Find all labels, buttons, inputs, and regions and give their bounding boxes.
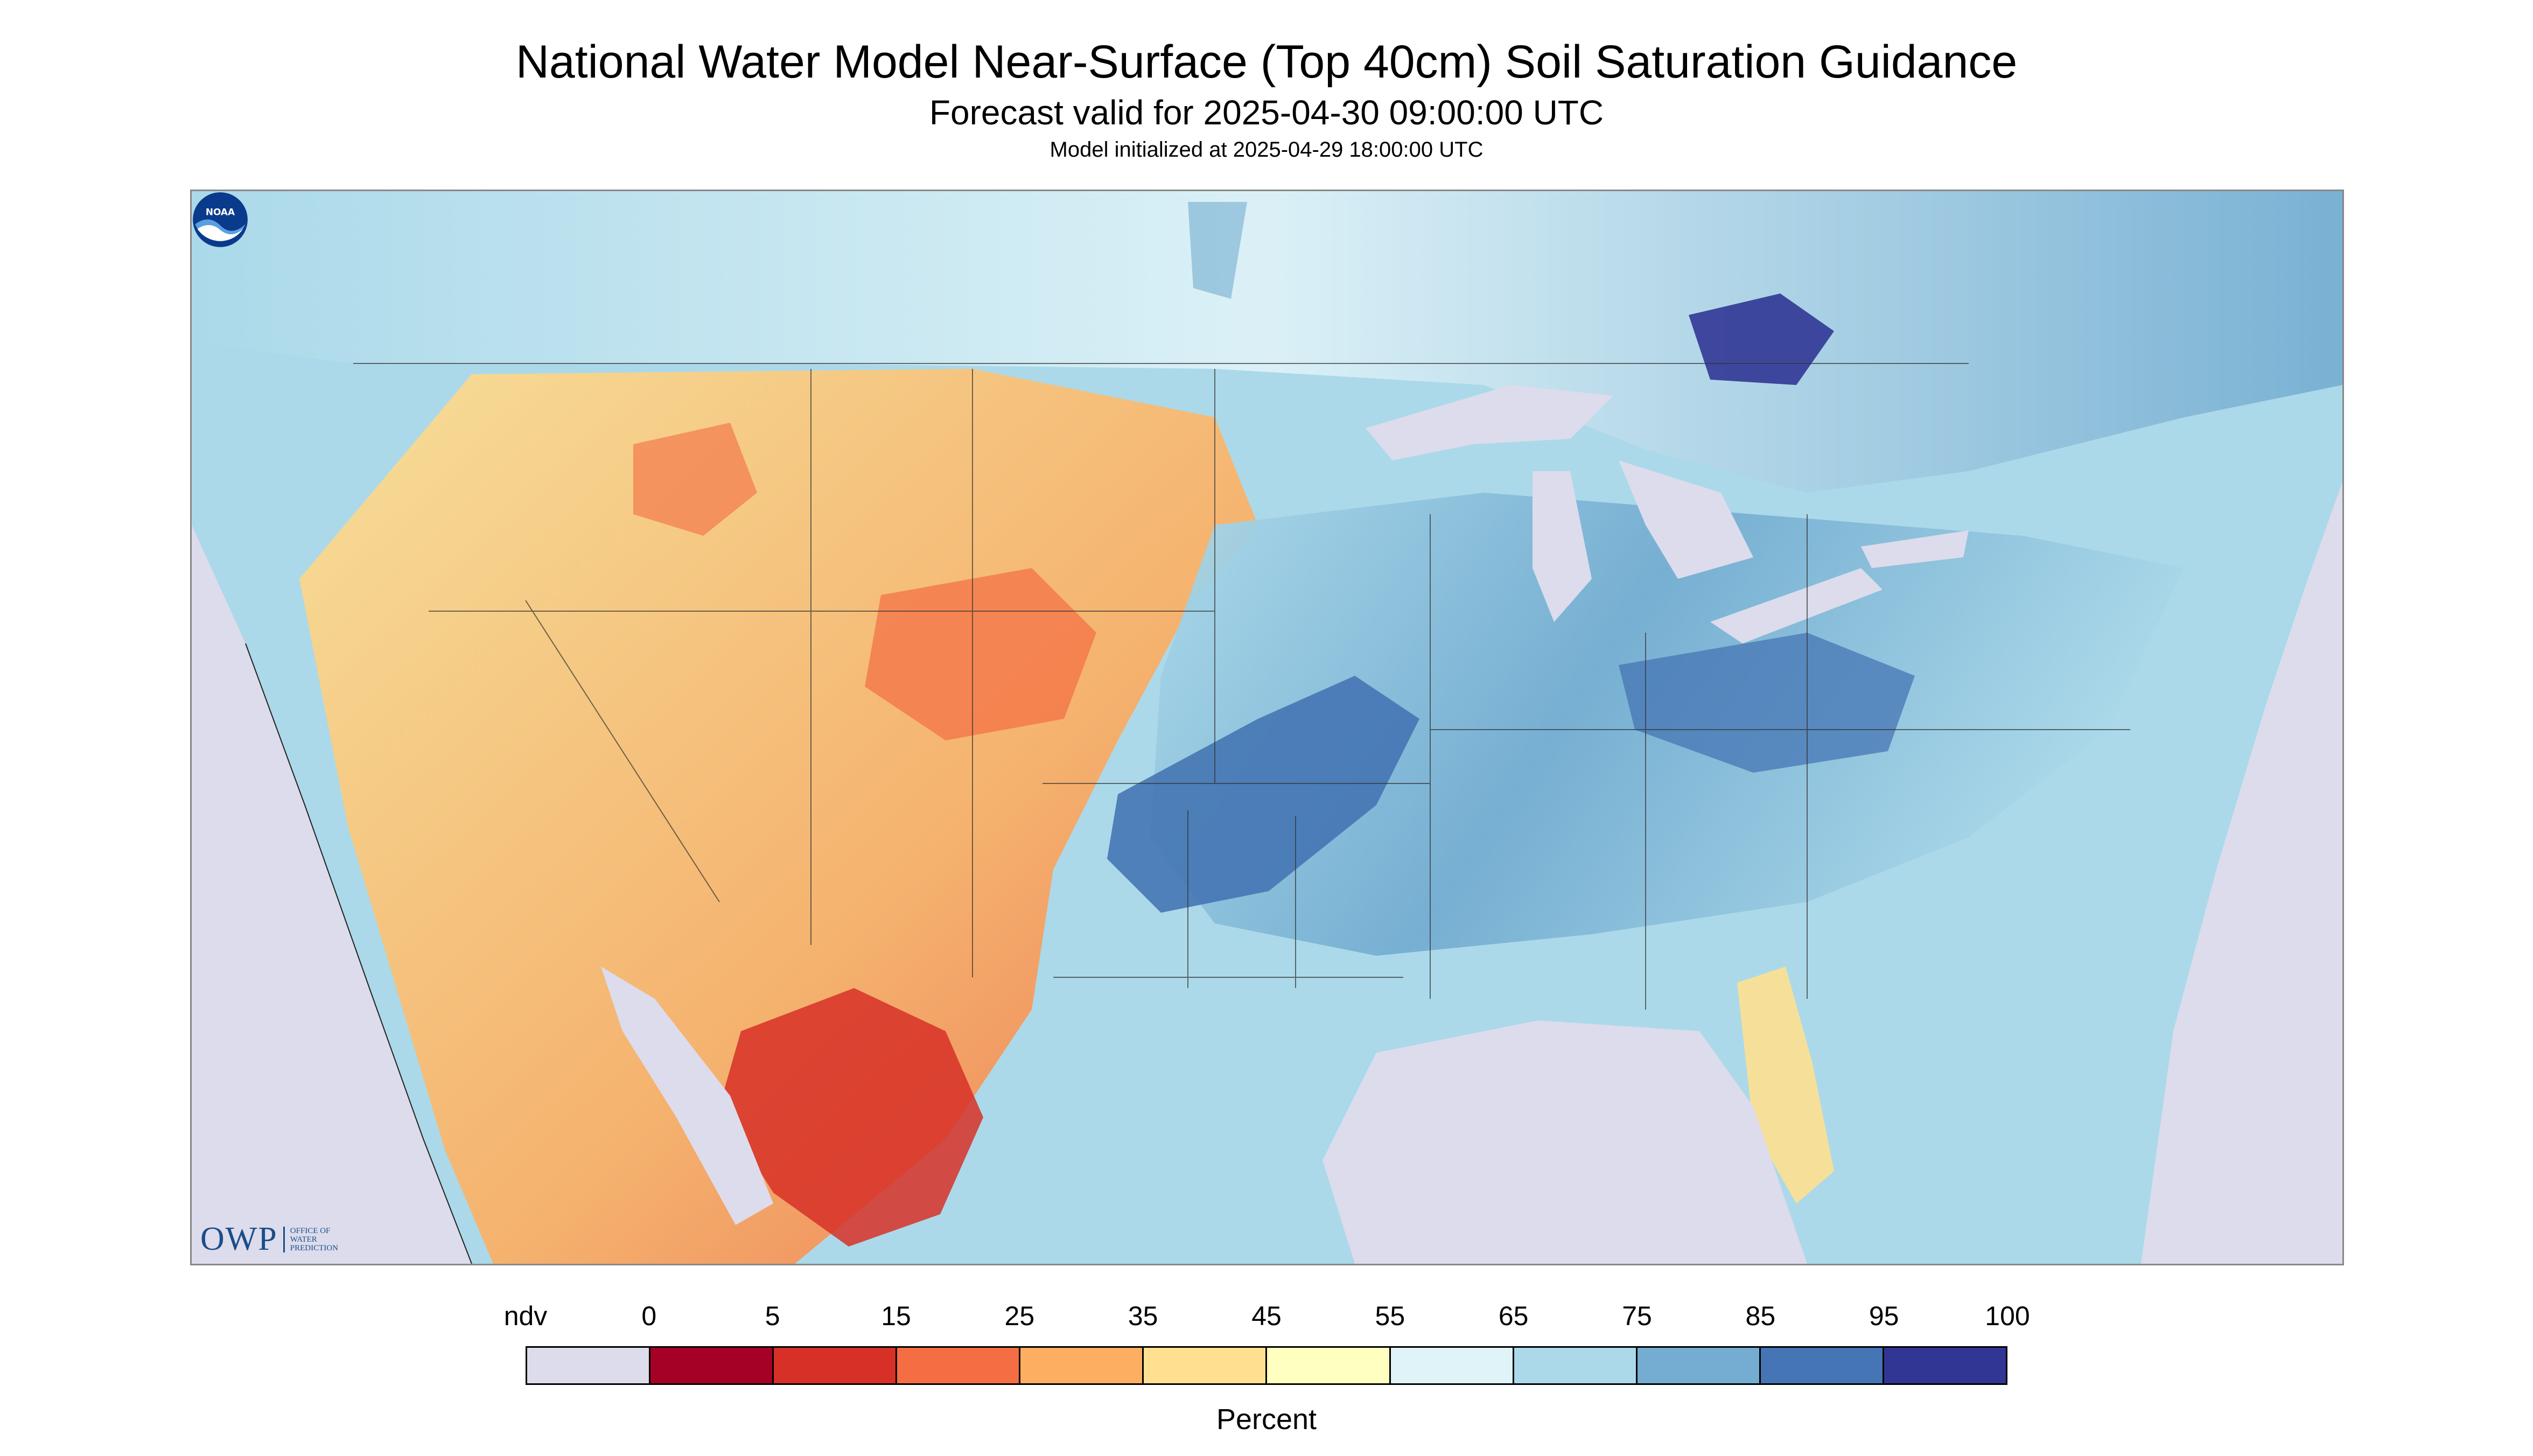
legend-tick-label: ndv — [503, 1301, 548, 1331]
lake-erie — [1710, 568, 1883, 643]
legend-tick-label: 35 — [1128, 1301, 1158, 1331]
lake-winnipeg — [1188, 202, 1247, 299]
legend-swatch — [1020, 1348, 1144, 1383]
very-dry-core — [719, 988, 983, 1247]
legend-tick-label: 85 — [1745, 1301, 1776, 1331]
very-wet-ok-tx — [1107, 676, 1419, 913]
map-title: National Water Model Near-Surface (Top 4… — [515, 36, 2018, 88]
legend-swatch — [1884, 1348, 2006, 1383]
legend-tick-label: 65 — [1498, 1301, 1529, 1331]
gulf-of-california — [601, 967, 773, 1225]
legend-unit-label: Percent — [1216, 1403, 1317, 1436]
legend-tick-label: 100 — [1985, 1301, 2030, 1331]
state-borders — [353, 363, 2130, 1010]
legend-swatch — [1514, 1348, 1638, 1383]
legend-swatch — [1144, 1348, 1268, 1383]
noaa-logo-text: NOAA — [206, 207, 235, 218]
canada-region — [192, 191, 2342, 493]
dry-patch-idaho — [633, 423, 757, 536]
legend-tick-label: 55 — [1375, 1301, 1405, 1331]
legend-swatch — [1267, 1348, 1391, 1383]
very-wet-ohio-valley — [1619, 633, 1915, 773]
legend-tick-label: 0 — [641, 1301, 657, 1331]
legend-swatch — [527, 1348, 651, 1383]
coastline — [245, 643, 472, 1264]
legend-swatch — [774, 1348, 898, 1383]
noaa-logo: NOAA — [193, 192, 248, 247]
legend-swatch — [897, 1348, 1021, 1383]
lake-michigan — [1533, 471, 1592, 622]
saturated-ontario — [1689, 293, 1834, 385]
legend-color-bar — [526, 1346, 2007, 1385]
florida-region — [1737, 967, 1834, 1203]
legend-swatch — [1760, 1348, 1884, 1383]
forecast-valid-time: Forecast valid for 2025-04-30 09:00:00 U… — [929, 93, 1604, 132]
legend-tick-label: 5 — [765, 1301, 780, 1331]
legend-tick-label: 45 — [1251, 1301, 1282, 1331]
legend-swatch — [1390, 1348, 1514, 1383]
owp-logo-name: OFFICE OF WATER PREDICTION — [283, 1226, 355, 1252]
legend-swatch — [1637, 1348, 1761, 1383]
model-init-time: Model initialized at 2025-04-29 18:00:00… — [1049, 138, 1484, 162]
legend-tick-label: 15 — [881, 1301, 911, 1331]
legend-swatch — [650, 1348, 774, 1383]
owp-logo: OWP OFFICE OF WATER PREDICTION — [200, 1220, 355, 1258]
lake-huron — [1619, 460, 1753, 579]
soil-saturation-map: OWP OFFICE OF WATER PREDICTION NOAA — [190, 190, 2344, 1265]
gulf-of-mexico — [1323, 1020, 1807, 1264]
legend-tick-label: 25 — [1004, 1301, 1035, 1331]
map-canvas — [192, 191, 2342, 1264]
legend-tick-label: 75 — [1622, 1301, 1652, 1331]
legend-tick-label: 95 — [1869, 1301, 1899, 1331]
lake-superior — [1366, 385, 1613, 460]
owp-logo-mark: OWP — [200, 1221, 278, 1257]
lake-ontario — [1861, 530, 1969, 568]
